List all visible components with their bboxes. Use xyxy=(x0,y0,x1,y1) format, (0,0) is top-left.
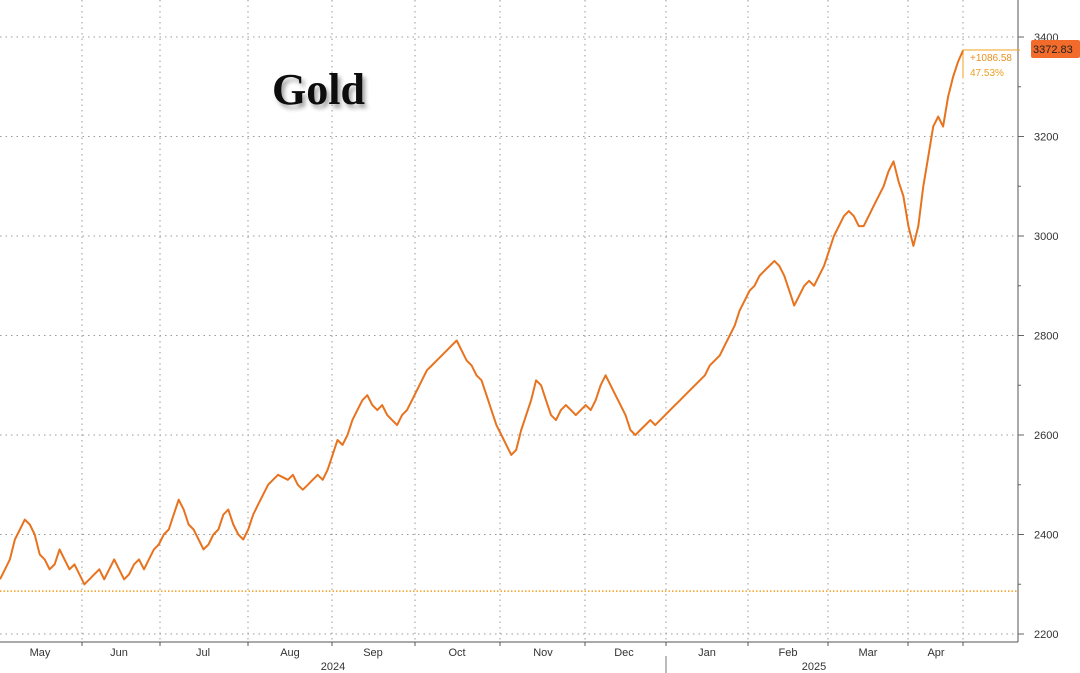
x-tick-label: May xyxy=(30,647,51,659)
year-label: 2025 xyxy=(802,661,826,673)
chart-axes xyxy=(0,0,1024,673)
y-tick-label: 2200 xyxy=(1034,629,1058,641)
chart-title: Gold xyxy=(272,65,365,114)
x-tick-label: Apr xyxy=(927,647,944,659)
y-tick-label: 3000 xyxy=(1034,231,1058,243)
series-layer xyxy=(0,50,964,586)
change-percent-label: 47.53% xyxy=(970,68,1004,79)
last-price-tag xyxy=(1031,40,1080,58)
y-tick-label: 2400 xyxy=(1034,530,1058,542)
x-tick-label: Feb xyxy=(779,647,798,659)
chart-gridlines xyxy=(0,0,1018,642)
x-tick-label: Jun xyxy=(110,647,128,659)
x-tick-label: Oct xyxy=(448,647,465,659)
change-value-label: +1086.58 xyxy=(970,53,1012,64)
x-tick-label: Jul xyxy=(196,647,210,659)
y-tick-label: 2600 xyxy=(1034,430,1058,442)
x-tick-label: Mar xyxy=(859,647,878,659)
x-tick-label: Nov xyxy=(533,647,553,659)
reference-line-layer xyxy=(0,49,1020,592)
x-tick-label: Jan xyxy=(698,647,716,659)
y-tick-label: 3200 xyxy=(1034,132,1058,144)
x-tick-label: Sep xyxy=(363,647,383,659)
gold-price-line xyxy=(0,50,964,586)
y-tick-label: 2800 xyxy=(1034,331,1058,343)
year-label: 2024 xyxy=(321,661,345,673)
x-tick-label: Aug xyxy=(280,647,300,659)
x-tick-label: Dec xyxy=(614,647,634,659)
last-price-label: 3372.83 xyxy=(1033,44,1073,56)
